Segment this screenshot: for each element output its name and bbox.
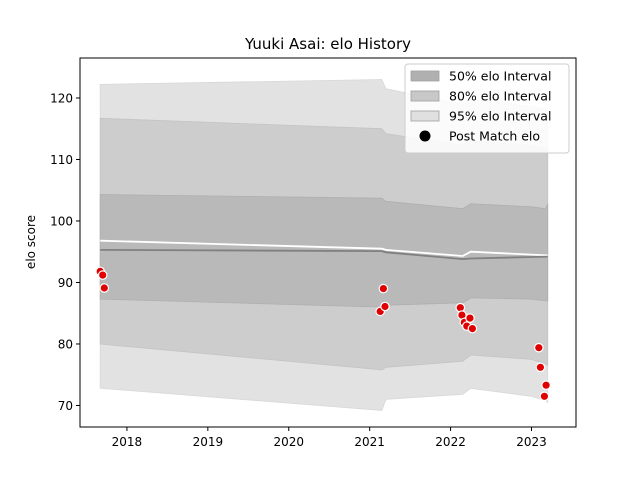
post-match-point [99, 283, 110, 293]
x-tick-label: 2021 [354, 435, 385, 449]
legend-swatch [410, 70, 440, 82]
x-axis: 2018 2019 2020 2021 2022 2023 [112, 427, 547, 449]
x-tick-label: 2018 [112, 435, 143, 449]
post-match-point [533, 342, 544, 353]
legend-label: 80% elo Interval [449, 89, 551, 104]
post-match-point [97, 270, 108, 280]
x-tick-label: 2022 [435, 435, 466, 449]
y-tick-label: 120 [50, 91, 73, 105]
legend-marker [419, 130, 431, 142]
post-match-point [535, 362, 546, 373]
mean-elo-line [100, 249, 548, 261]
y-tick-label: 110 [50, 153, 73, 167]
y-axis: 70 80 90 100 110 120 [50, 91, 80, 413]
post-match-point [541, 380, 551, 390]
post-match-point [539, 391, 550, 402]
x-tick-label: 2019 [193, 435, 224, 449]
legend: 50% elo Interval 80% elo Interval 95% elo … [404, 63, 570, 154]
legend-swatch [410, 90, 440, 102]
post-match-point [380, 301, 390, 312]
y-tick-label: 90 [58, 276, 73, 290]
x-tick-label: 2020 [273, 435, 304, 449]
legend-label: 95% elo Interval [449, 109, 551, 124]
post-match-point [467, 323, 478, 334]
y-tick-label: 80 [58, 337, 73, 351]
y-tick-label: 70 [58, 399, 73, 413]
legend-label: Post Match elo [449, 129, 540, 144]
chart-title: Yuuki Asai: elo History [244, 35, 411, 53]
x-tick-label: 2023 [516, 435, 547, 449]
legend-swatch [410, 110, 440, 122]
plot-frame [79, 57, 577, 428]
elo-lines [100, 239, 548, 261]
post-match-points [95, 266, 551, 402]
post-match-point [378, 283, 389, 294]
upper-elo-line [100, 239, 548, 257]
y-tick-label: 100 [50, 214, 73, 228]
post-match-point [465, 313, 475, 323]
y-axis-label: elo score [24, 215, 38, 269]
legend-label: 50% elo Interval [449, 69, 551, 84]
legend-box [404, 63, 570, 154]
plot-area [79, 57, 577, 428]
